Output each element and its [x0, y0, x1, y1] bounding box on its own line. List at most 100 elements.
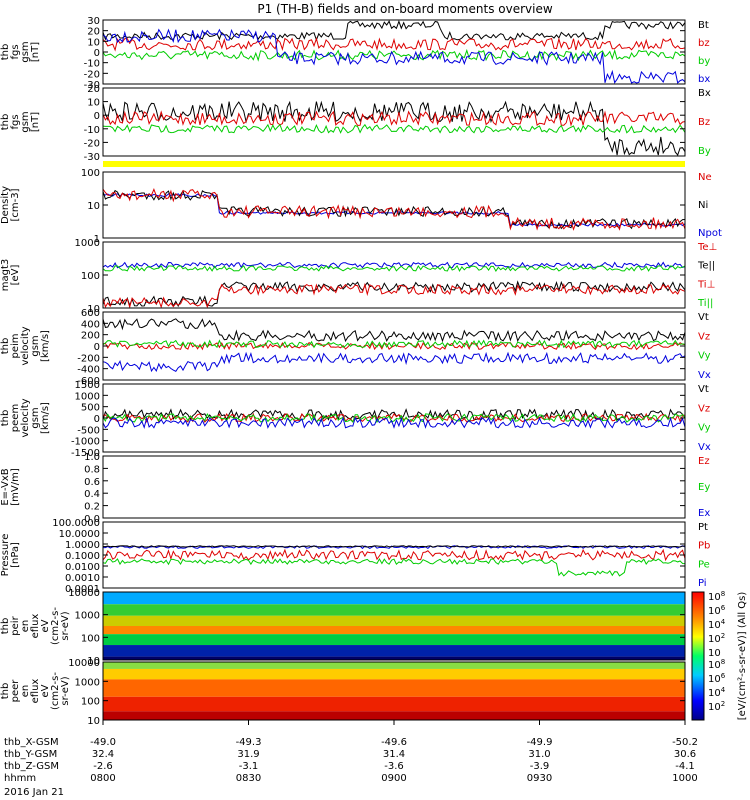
y-tick-label: 0: [94, 342, 100, 353]
y-tick-label: -500: [77, 425, 100, 436]
panel-frame: [102, 19, 686, 85]
y-tick-label: -400: [77, 365, 100, 376]
y-tick-label: 100: [81, 168, 100, 179]
legend-entry: Vt: [698, 384, 709, 395]
y-axis-label-line: gsm: [30, 335, 41, 356]
y-axis-label-line: thb: [0, 114, 11, 131]
y-tick-label: 10000: [68, 588, 100, 599]
legend-entry: Ez: [698, 456, 710, 467]
colorbar-tick-exponent: 4: [721, 618, 726, 626]
colorbar-tick-label: 104: [708, 686, 726, 699]
y-axis-label-line: magt3: [0, 259, 11, 292]
y-axis-label-line: [nPa]: [10, 542, 21, 568]
colorbar-tick-label: 108: [708, 590, 725, 603]
y-axis-label-line: thb: [0, 338, 11, 355]
colorbar-tick-label: 108: [708, 658, 725, 671]
y-tick-label: 600: [81, 308, 100, 319]
y-axis-label-line: Pressure: [0, 534, 11, 577]
colorbar-tick-label: 102: [708, 632, 725, 645]
y-axis-label-line: peer: [10, 679, 21, 703]
legend-entry: Ti||: [697, 298, 713, 309]
y-axis-label-line: peim: [10, 333, 21, 358]
y-axis-label: thbpeerenefluxeV(cm2-s-sr-eV): [0, 672, 71, 710]
spectrogram-band: [103, 668, 685, 680]
y-tick-label: 200: [81, 331, 100, 342]
series-bz: [102, 110, 686, 127]
y-axis-label-line: sr-eV): [60, 611, 71, 640]
legend-entry: By: [698, 146, 711, 157]
panel-fgs-gse: 20 10 0 -10 -20 -30 thbfgsgsm[nT] Bx Bz By: [0, 84, 711, 163]
axis-row-label: hhmm: [4, 773, 36, 784]
axis-row-value: -3.9: [530, 761, 550, 772]
y-tick-label: 10: [87, 656, 100, 667]
y-tick-label: 0.0010: [65, 573, 100, 584]
y-axis-label-line: eflux: [30, 679, 41, 704]
series-npot: [102, 193, 686, 227]
legend-entry: Ti⊥: [697, 279, 715, 290]
y-tick-label: -20: [84, 138, 100, 149]
legend-entry: Vy: [698, 423, 711, 434]
y-axis-label-line: eflux: [30, 614, 41, 639]
legend-entry: Npot: [698, 228, 722, 239]
y-axis-label-line: peem: [10, 404, 21, 432]
y-axis-label-line: [cm-3]: [10, 188, 21, 221]
y-tick-label: -30: [84, 80, 100, 91]
spectrogram-band: [103, 696, 685, 712]
legend-entry: Bz: [698, 117, 710, 128]
panel-temperature: 1000 100 10 magt3[eV] Te⊥ Te|| Ti⊥ Ti||: [0, 238, 717, 315]
axis-row-value: -3.6: [384, 761, 404, 772]
colorbar-strip: [691, 591, 705, 721]
legend-entry: Vt: [698, 312, 709, 323]
colorbar-tick-exponent: 4: [721, 686, 726, 694]
axis-row-value: -3.1: [239, 761, 259, 772]
axis-row-value: -4.1: [675, 761, 695, 772]
y-axis-label-line: thb: [0, 44, 11, 61]
series-vt: [102, 318, 686, 343]
panel-frame: [102, 591, 686, 661]
axis-row-label: thb_Y-GSM: [4, 749, 57, 760]
y-tick-label: 10: [87, 304, 100, 315]
y-axis-label: Density[cm-3]: [0, 186, 21, 224]
spectrogram-band: [103, 634, 685, 646]
legend-entry: Bt: [698, 20, 709, 31]
y-tick-label: -10: [84, 59, 100, 70]
series-vy: [102, 412, 686, 424]
series-vx: [102, 416, 686, 430]
y-tick-label: -30: [84, 152, 100, 163]
colorbar-tick-exponent: 6: [721, 672, 726, 680]
y-tick-label: 10.0000: [59, 529, 100, 540]
y-axis-label-line: [mV/m]: [10, 468, 21, 506]
legend-entry: Vy: [698, 351, 711, 362]
series-ne: [102, 188, 686, 231]
y-axis-label-line: [km/s]: [40, 330, 51, 362]
y-axis-label-line: [nT]: [30, 112, 41, 132]
colorbar-tick-label: 104: [708, 618, 726, 631]
series-pt: [102, 545, 686, 548]
colorbar-tick-exponent: 2: [721, 700, 725, 708]
y-axis-label-line: (cm2-s-: [50, 672, 61, 710]
y-tick-label: 10: [87, 98, 100, 109]
y-tick-label: 0.4: [84, 489, 100, 500]
y-tick-label: 100: [81, 271, 100, 282]
y-axis-label-line: E=-VxB: [0, 468, 11, 505]
series-by: [102, 48, 686, 62]
y-tick-label: 100.0000: [52, 518, 100, 529]
spectrogram-band: [103, 711, 685, 720]
y-axis-label-line: (cm2-s-: [50, 607, 61, 645]
series-by: [102, 123, 686, 134]
y-axis-label-line: thb: [0, 618, 11, 635]
y-tick-label: -600: [77, 376, 100, 387]
y-tick-label: 0.0100: [65, 562, 100, 573]
legend-entry: bz: [698, 38, 710, 49]
axis-row-value: -49.9: [527, 737, 553, 748]
y-axis-label-line: peir: [10, 615, 21, 635]
legend-entry: Te||: [697, 261, 715, 272]
y-tick-label: -1500: [71, 448, 100, 459]
axis-row-value: -49.0: [90, 737, 116, 748]
y-tick-label: 1.0: [84, 452, 100, 463]
colorbar-tick-exponent: 8: [721, 658, 725, 666]
series-vy: [102, 339, 686, 349]
